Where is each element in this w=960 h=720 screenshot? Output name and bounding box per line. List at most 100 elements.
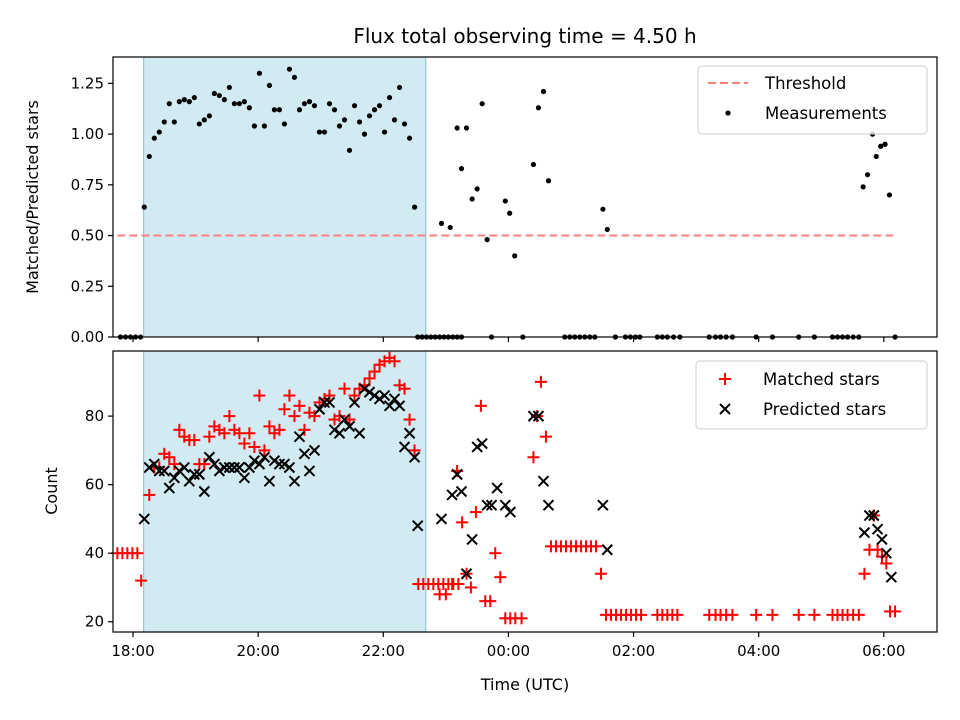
y-axis-ticks: 0.00 0.25 0.50 0.75 1.00 1.25 (71, 74, 113, 346)
measurement-point (474, 186, 480, 192)
matched-point (298, 423, 311, 436)
matched-point (163, 451, 176, 464)
measurement-point (447, 224, 453, 231)
measurement-point (438, 220, 445, 226)
predicted-point (358, 382, 371, 395)
measurement-point (256, 70, 263, 76)
predicted-point (499, 499, 511, 511)
measurement-point (530, 161, 537, 168)
measurement-point (371, 107, 378, 113)
matched-point (278, 403, 291, 416)
matched-point (263, 420, 276, 433)
measurement-point (396, 84, 403, 91)
matched-point (238, 437, 251, 450)
matched-point (131, 547, 144, 560)
matched-point (173, 423, 186, 436)
matched-point (348, 389, 361, 402)
matched-point (527, 451, 540, 464)
predicted-point (871, 523, 884, 535)
matched-point (534, 375, 547, 388)
predicted-point (408, 451, 421, 463)
matched-point (766, 608, 779, 621)
predicted-point (218, 461, 231, 474)
measurement-point (276, 107, 283, 113)
predicted-point (597, 499, 609, 511)
ratio-plot-frame (112, 56, 938, 338)
measurement-point (151, 135, 157, 141)
ratio-y-axis-label: Matched/Predicted stars (23, 100, 42, 294)
measurement-point (540, 88, 547, 95)
measurement-point (261, 123, 268, 129)
measurement-point (860, 184, 866, 190)
matched-legend-swatch (719, 373, 731, 385)
x-axis-ticks: 18:00 20:00 22:00 00:00 02:00 04:00 06:00 (111, 632, 905, 660)
measurement-point (454, 125, 460, 131)
matched-point (363, 372, 376, 385)
matched-point (253, 389, 266, 402)
measurement-point (161, 119, 167, 125)
matched-point (595, 567, 608, 580)
matched-point (539, 430, 552, 443)
predicted-point (148, 458, 161, 470)
matched-point (808, 608, 821, 621)
measurement-point (336, 123, 343, 129)
measurement-point (873, 153, 879, 160)
predicted-point (313, 403, 326, 415)
predicted-point (178, 461, 191, 474)
measurement-point (484, 237, 490, 243)
predicted-point (485, 499, 498, 511)
matched-point (635, 608, 648, 621)
measurement-point (502, 198, 508, 204)
x-tick-label: 04:00 (737, 642, 780, 660)
predicted-point (243, 461, 256, 474)
predicted-point (188, 468, 201, 481)
matched-point (671, 608, 684, 621)
matched-point (792, 608, 805, 621)
measurement-point (600, 206, 606, 212)
legend-box (695, 360, 928, 430)
matched-point (590, 540, 603, 553)
predicted-point (293, 430, 306, 443)
measurement-point (545, 178, 552, 184)
count-legend: Matched stars Predicted stars (695, 360, 928, 430)
measurement-point (176, 99, 182, 105)
predicted-point (460, 568, 473, 580)
predicted-point (537, 475, 550, 487)
predicted-point (223, 461, 236, 474)
measurement-point (411, 204, 418, 210)
x-axis-label: Time (UTC) (480, 675, 569, 694)
predicted-point (885, 571, 898, 583)
matched-point (880, 557, 893, 570)
matched-point (726, 608, 739, 621)
matched-point (858, 567, 871, 580)
matched-point (456, 516, 469, 529)
measurement-point (166, 101, 172, 107)
predicted-point (471, 441, 483, 453)
y-tick-label: 0.50 (71, 227, 104, 245)
matched-point (338, 382, 351, 395)
measurement-point (201, 117, 207, 123)
predicted-point (183, 475, 196, 487)
predicted-point (411, 520, 424, 532)
y-axis-ticks: 20 40 60 80 (85, 407, 113, 631)
x-axis-ticks (132, 337, 885, 342)
matched-point (464, 581, 477, 594)
measurement-point (469, 196, 475, 202)
matched-point (403, 413, 416, 426)
measurement-point (216, 92, 222, 99)
measurement-point (381, 129, 388, 135)
matched-point (469, 506, 482, 519)
measurement-point (306, 99, 313, 105)
matched-point (388, 355, 401, 368)
predicted-point (268, 454, 281, 467)
matched-point (408, 444, 421, 457)
matched-point (439, 588, 452, 601)
measurement-point (346, 147, 353, 153)
predicted-point (213, 465, 226, 477)
measurement-point (512, 253, 518, 259)
predicted-point (368, 389, 381, 402)
predicted-point (348, 396, 361, 409)
measurement-point (341, 117, 348, 123)
predicted-point (323, 396, 336, 409)
